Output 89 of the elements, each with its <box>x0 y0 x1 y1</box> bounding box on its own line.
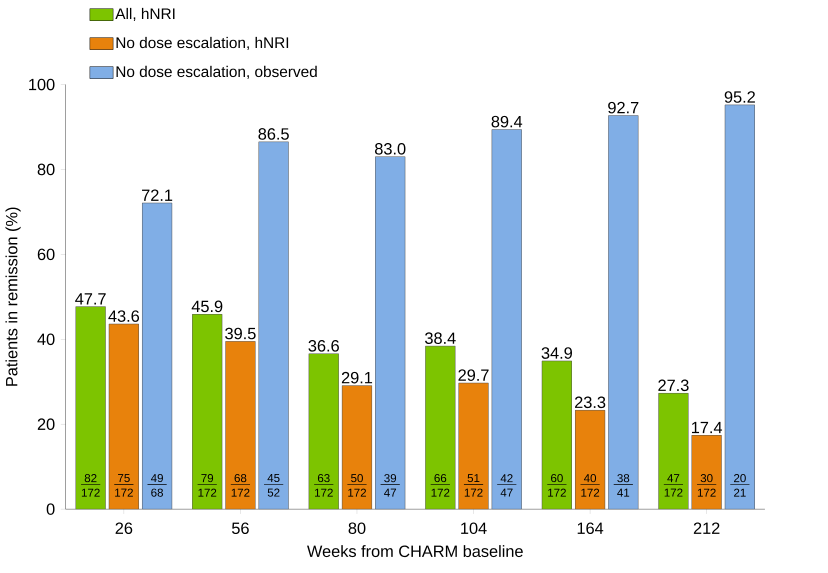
bar <box>76 306 106 510</box>
bar <box>342 385 372 510</box>
annotation: 20 <box>734 474 746 482</box>
annotation: 172 <box>315 488 333 496</box>
x-axis-title: Weeks from CHARM baseline <box>307 544 523 557</box>
annotation: 42 <box>500 474 513 482</box>
annotation: 49 <box>150 474 163 482</box>
y-axis-title: Patients in remission (%) <box>5 207 21 386</box>
data-label: 92.7 <box>608 102 638 114</box>
bar <box>142 202 172 510</box>
annotation: 51 <box>468 474 480 482</box>
data-label: 27.3 <box>658 379 689 391</box>
x-tick-label: 164 <box>578 522 604 534</box>
x-tick-label: 26 <box>116 522 132 534</box>
annotation: 38 <box>617 474 630 482</box>
annotation: 45 <box>268 474 280 482</box>
annotation: 82 <box>84 474 96 482</box>
annotation: 172 <box>82 488 100 496</box>
bar <box>658 392 689 510</box>
bar <box>225 340 256 510</box>
annotation: 172 <box>232 488 250 496</box>
x-tick-label: 212 <box>694 522 720 534</box>
annotation: 68 <box>151 488 163 496</box>
x-tick-label: 104 <box>461 522 487 534</box>
y-tick-label: 40 <box>37 333 55 345</box>
annotation: 39 <box>384 474 396 482</box>
bar <box>258 141 289 510</box>
annotation: 172 <box>464 488 483 496</box>
bar <box>492 129 522 510</box>
annotation: 21 <box>734 488 746 496</box>
legend-label: All, hNRI <box>115 8 174 21</box>
bar <box>574 410 606 510</box>
annotation: 47 <box>667 474 680 482</box>
bar <box>375 156 406 510</box>
data-label: 29.7 <box>458 369 489 381</box>
y-tick-label: 100 <box>29 78 55 90</box>
data-label: 72.1 <box>142 189 172 201</box>
bar <box>608 115 638 510</box>
annotation: 52 <box>268 488 280 496</box>
bar <box>308 353 339 510</box>
annotation: 60 <box>551 474 563 482</box>
bar <box>724 104 755 510</box>
annotation: 47 <box>384 488 396 496</box>
data-label: 83.0 <box>375 142 406 154</box>
data-label: 17.4 <box>692 422 722 433</box>
annotation: 172 <box>198 488 216 496</box>
x-tick-label: 56 <box>232 522 249 534</box>
data-label: 29.1 <box>342 372 372 384</box>
annotation: 47 <box>500 488 513 496</box>
data-label: 89.4 <box>492 116 522 128</box>
y-tick-label: 60 <box>38 248 55 260</box>
y-tick-label: 0 <box>46 503 55 515</box>
annotation: 172 <box>432 488 450 496</box>
bar <box>458 382 489 510</box>
data-label: 47.7 <box>75 293 106 304</box>
annotation: 172 <box>698 488 716 496</box>
x-tick-label: 80 <box>348 522 366 534</box>
data-label: 36.6 <box>308 340 339 352</box>
legend-label: No dose escalation, observed <box>116 66 317 79</box>
annotation: 68 <box>234 474 246 482</box>
data-label: 34.9 <box>542 347 572 359</box>
data-label: 45.9 <box>192 300 222 312</box>
annotation: 41 <box>617 488 630 496</box>
bar <box>192 314 222 510</box>
annotation: 172 <box>115 488 133 496</box>
annotation: 79 <box>201 474 214 482</box>
data-label: 39.5 <box>225 327 256 340</box>
data-label: 86.5 <box>258 128 289 140</box>
annotation: 66 <box>434 474 446 482</box>
annotation: 50 <box>351 474 363 482</box>
bar <box>425 346 456 510</box>
annotation: 63 <box>318 474 330 482</box>
bar <box>108 324 139 510</box>
annotation: 75 <box>118 474 130 482</box>
data-label: 43.6 <box>108 310 140 322</box>
bar <box>542 360 572 510</box>
data-label: 23.3 <box>575 396 606 408</box>
data-label: 38.4 <box>425 332 456 344</box>
legend-label: No dose escalation, hNRI <box>116 36 288 50</box>
y-tick-label: 20 <box>38 418 55 430</box>
annotation: 172 <box>664 488 682 496</box>
annotation: 172 <box>348 488 366 496</box>
y-tick-label: 80 <box>38 163 55 175</box>
bar <box>692 434 722 510</box>
annotation: 40 <box>584 474 596 482</box>
annotation: 172 <box>548 488 566 496</box>
annotation: 30 <box>700 474 713 482</box>
annotation: 172 <box>581 488 600 496</box>
data-label: 95.2 <box>724 90 755 103</box>
